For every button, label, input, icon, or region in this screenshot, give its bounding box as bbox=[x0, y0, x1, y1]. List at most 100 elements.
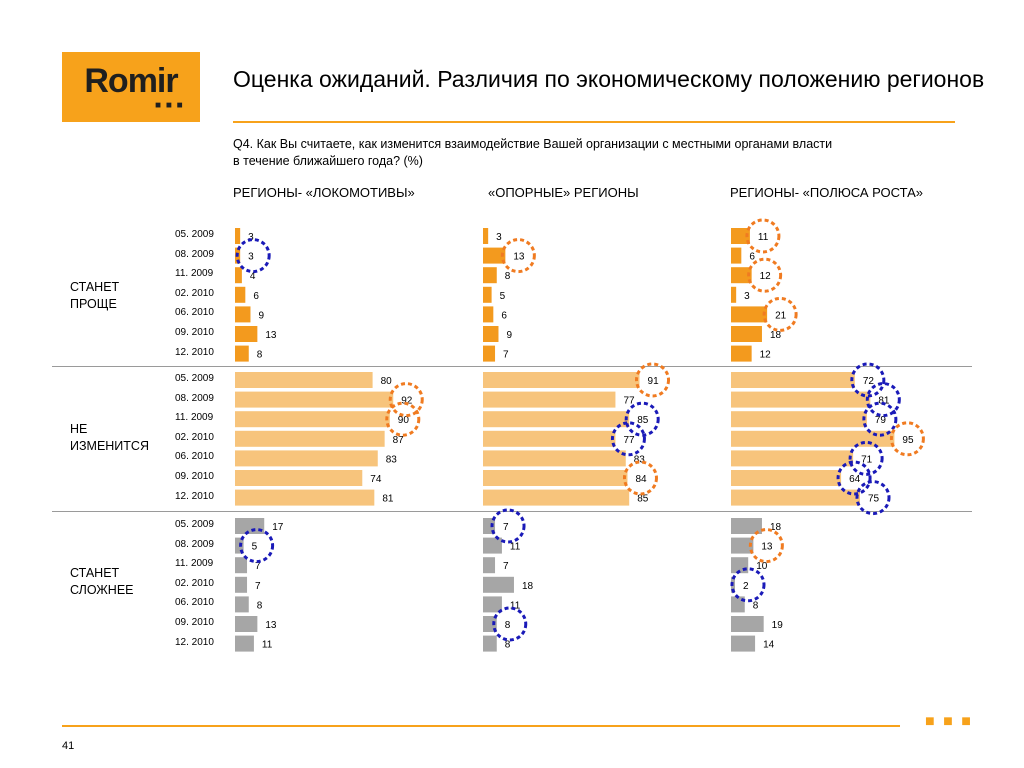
bar bbox=[235, 391, 394, 408]
data-label: 77 bbox=[623, 396, 635, 407]
bar bbox=[731, 616, 764, 632]
data-label: 8 bbox=[257, 600, 263, 611]
date-label: 09. 2010 bbox=[175, 617, 214, 628]
data-label: 8 bbox=[257, 350, 263, 361]
bar bbox=[235, 306, 251, 323]
data-label: 84 bbox=[635, 474, 647, 485]
data-label: 18 bbox=[522, 581, 534, 592]
bar bbox=[483, 430, 616, 447]
highlight-circle bbox=[865, 382, 901, 418]
bar bbox=[235, 326, 258, 342]
bar bbox=[483, 635, 497, 652]
column-header-locomotives: РЕГИОНЫ- «ЛОКОМОТИВЫ» bbox=[233, 185, 415, 200]
data-label: 10 bbox=[756, 561, 768, 572]
bar bbox=[235, 489, 375, 506]
bar bbox=[235, 557, 248, 574]
highlight-circle bbox=[730, 567, 766, 603]
bar bbox=[483, 616, 497, 632]
bar bbox=[483, 228, 489, 244]
bar bbox=[235, 635, 254, 652]
data-label: 13 bbox=[265, 330, 277, 341]
bar bbox=[483, 537, 502, 554]
data-label: 7 bbox=[255, 581, 261, 592]
data-label: 13 bbox=[761, 542, 773, 553]
bar bbox=[235, 286, 246, 303]
data-label: 85 bbox=[637, 415, 649, 426]
data-label: 95 bbox=[902, 435, 914, 446]
bar bbox=[483, 391, 616, 408]
bar bbox=[235, 518, 265, 534]
data-label: 9 bbox=[258, 310, 264, 321]
date-label: 02. 2010 bbox=[175, 577, 214, 589]
data-label: 83 bbox=[634, 454, 646, 465]
data-label: 80 bbox=[381, 376, 393, 387]
data-label: 3 bbox=[248, 232, 254, 243]
group-label-line: НЕ bbox=[70, 422, 88, 436]
group-label-line: СТАНЕТ bbox=[70, 566, 120, 580]
bar bbox=[731, 450, 854, 467]
data-label: 3 bbox=[496, 232, 502, 243]
bar bbox=[483, 411, 630, 428]
bar bbox=[731, 537, 754, 554]
date-label: 12. 2010 bbox=[175, 346, 214, 358]
data-label: 91 bbox=[648, 376, 660, 387]
data-label: 7 bbox=[255, 561, 261, 572]
data-label: 5 bbox=[500, 291, 506, 302]
data-label: 8 bbox=[505, 620, 511, 631]
data-label: 12 bbox=[760, 271, 772, 282]
group-label-line: СТАНЕТ bbox=[70, 280, 120, 294]
bar bbox=[235, 345, 249, 362]
highlight-circle bbox=[748, 528, 784, 564]
date-label: 09. 2010 bbox=[175, 327, 214, 338]
highlight-circle bbox=[855, 480, 891, 516]
date-label: 05. 2009 bbox=[175, 519, 214, 530]
question-line-1: Q4. Как Вы считаете, как изменится взаим… bbox=[233, 137, 833, 151]
date-label: 06. 2010 bbox=[175, 307, 214, 319]
bar bbox=[483, 557, 496, 574]
data-label: 18 bbox=[770, 330, 782, 341]
highlight-circle bbox=[747, 257, 783, 293]
data-label: 13 bbox=[265, 620, 277, 631]
bar bbox=[483, 596, 502, 613]
data-label: 11 bbox=[510, 542, 521, 553]
group-label-line: СЛОЖНЕЕ bbox=[70, 583, 134, 597]
highlight-circle bbox=[239, 528, 275, 564]
date-label: 08. 2009 bbox=[175, 538, 214, 550]
page-title: Оценка ожиданий. Различия по экономическ… bbox=[233, 66, 985, 92]
group-label-easier: СТАНЕТ ПРОЩЕ bbox=[70, 279, 170, 313]
bar bbox=[483, 286, 492, 303]
page-number: 41 bbox=[62, 740, 75, 752]
bar bbox=[731, 635, 756, 652]
data-label: 7 bbox=[503, 350, 509, 361]
bar bbox=[731, 228, 750, 244]
logo-dots-icon: ■ ■ ■ bbox=[155, 100, 184, 111]
bar bbox=[731, 372, 855, 388]
date-label: 11. 2009 bbox=[175, 412, 214, 424]
bar bbox=[731, 411, 867, 428]
data-label: 14 bbox=[763, 640, 775, 651]
column-header-core-regions: «ОПОРНЫЕ» РЕГИОНЫ bbox=[488, 185, 639, 200]
data-label: 9 bbox=[506, 330, 512, 341]
question-line-2: в течение ближайшего года? (%) bbox=[233, 154, 423, 168]
group-label-no-change: НЕ ИЗМЕНИТСЯ bbox=[70, 421, 170, 455]
data-label: 83 bbox=[386, 454, 398, 465]
data-label: 7 bbox=[503, 522, 509, 533]
bar bbox=[731, 470, 842, 486]
bar bbox=[235, 450, 378, 467]
date-label: 11. 2009 bbox=[175, 558, 214, 570]
bar bbox=[483, 345, 496, 362]
data-label: 2 bbox=[743, 581, 749, 592]
data-label: 5 bbox=[252, 542, 258, 553]
bar bbox=[731, 391, 871, 408]
bar bbox=[483, 247, 506, 264]
date-label: 12. 2010 bbox=[175, 490, 214, 502]
data-label: 79 bbox=[875, 415, 887, 426]
data-label: 72 bbox=[863, 376, 875, 387]
bar bbox=[235, 411, 390, 428]
data-label: 85 bbox=[637, 494, 649, 505]
data-label: 8 bbox=[753, 600, 759, 611]
data-label: 3 bbox=[248, 252, 254, 263]
date-label: 05. 2009 bbox=[175, 373, 214, 384]
data-label: 71 bbox=[861, 454, 873, 465]
bar bbox=[483, 470, 628, 486]
